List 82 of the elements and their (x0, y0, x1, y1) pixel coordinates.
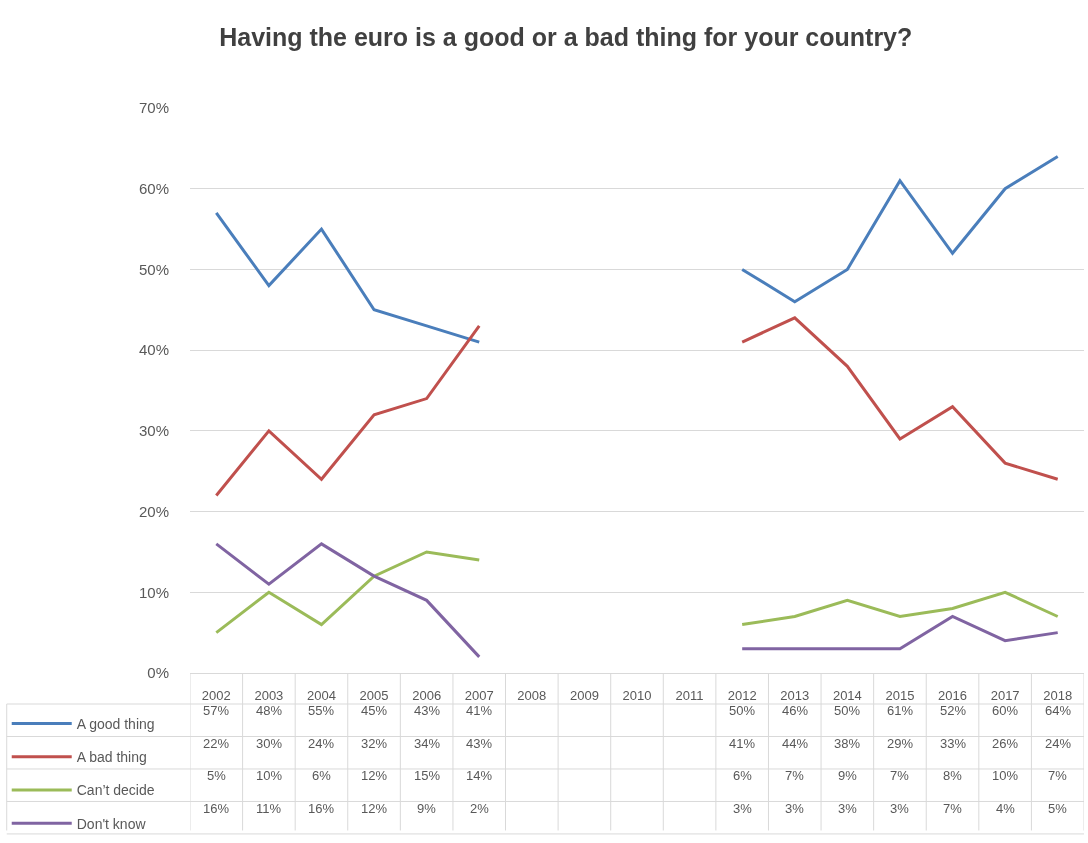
data-label: 7% (785, 768, 805, 783)
data-label: 60% (992, 703, 1019, 718)
x-tick-label: 2018 (1043, 687, 1073, 703)
y-tick-label: 10% (138, 583, 169, 601)
data-label: 45% (361, 703, 388, 718)
data-label: 24% (1045, 736, 1072, 751)
x-tick-label: 2013 (780, 687, 810, 703)
legend-label: Can’t decide (76, 782, 155, 799)
data-label: 24% (308, 736, 335, 751)
data-label: 22% (203, 736, 230, 751)
x-tick-label: 2007 (464, 687, 494, 703)
data-label: 46% (782, 703, 809, 718)
data-label: 38% (834, 736, 861, 751)
data-label: 14% (466, 768, 493, 783)
data-label: 7% (1048, 768, 1068, 783)
data-label: 2% (470, 801, 490, 816)
x-tick-label: 2011 (675, 687, 704, 703)
data-label: 64% (1045, 703, 1072, 718)
data-label: 43% (414, 703, 441, 718)
data-label: 4% (996, 801, 1016, 816)
y-tick-label: 50% (138, 260, 169, 278)
x-tick-label: 2009 (569, 687, 599, 703)
data-label: 48% (256, 703, 283, 718)
x-tick-label: 2010 (622, 687, 652, 703)
data-label: 11% (256, 801, 282, 816)
chart-title: Having the euro is a good or a bad thing for your country? (219, 22, 913, 51)
data-label: 52% (940, 703, 967, 718)
y-tick-label: 20% (138, 502, 169, 520)
data-label: 50% (834, 703, 861, 718)
data-label: 10% (992, 768, 1019, 783)
data-label: 8% (943, 768, 963, 783)
x-tick-label: 2017 (990, 687, 1020, 703)
x-tick-label: 2012 (727, 687, 757, 703)
data-label: 61% (887, 703, 914, 718)
data-label: 9% (417, 801, 437, 816)
x-tick-label: 2015 (885, 687, 915, 703)
data-label: 12% (361, 801, 388, 816)
y-tick-label: 60% (138, 179, 169, 197)
data-label: 3% (890, 801, 910, 816)
data-label: 57% (203, 703, 230, 718)
x-tick-label: 2008 (517, 687, 547, 703)
data-label: 34% (414, 736, 441, 751)
data-label: 30% (256, 736, 283, 751)
data-label: 55% (308, 703, 335, 718)
data-label: 26% (992, 736, 1019, 751)
data-label: 32% (361, 736, 388, 751)
data-label: 41% (466, 703, 493, 718)
data-label: 3% (838, 801, 858, 816)
data-label: 6% (733, 768, 753, 783)
data-label: 7% (890, 768, 910, 783)
legend-label: A bad thing (76, 749, 147, 766)
legend-label: Don't know (76, 815, 147, 832)
y-tick-label: 30% (138, 422, 169, 440)
y-tick-label: 70% (138, 99, 169, 117)
data-label: 15% (414, 768, 441, 783)
data-label: 3% (733, 801, 753, 816)
data-label: 41% (729, 736, 756, 751)
x-tick-label: 2004 (307, 687, 336, 703)
x-tick-label: 2016 (938, 687, 967, 703)
y-tick-label: 40% (138, 341, 169, 359)
data-label: 16% (203, 801, 230, 816)
data-label: 12% (361, 768, 388, 783)
data-label: 5% (1048, 801, 1068, 816)
data-label: 43% (466, 736, 493, 751)
data-label: 9% (838, 768, 858, 783)
y-tick-label: 0% (147, 664, 169, 682)
data-label: 44% (782, 736, 809, 751)
data-label: 6% (312, 768, 332, 783)
legend-label: A good thing (76, 716, 155, 732)
data-label: 29% (887, 736, 914, 751)
x-tick-label: 2014 (832, 687, 862, 703)
x-tick-label: 2002 (201, 687, 231, 703)
data-label: 50% (729, 703, 756, 718)
data-label: 7% (943, 801, 963, 816)
data-label: 3% (785, 801, 805, 816)
x-tick-label: 2005 (359, 687, 389, 703)
x-tick-label: 2003 (254, 687, 284, 703)
data-label: 5% (207, 768, 227, 783)
data-label: 16% (308, 801, 335, 816)
x-tick-label: 2006 (412, 687, 442, 703)
data-label: 10% (256, 768, 283, 783)
data-label: 33% (940, 736, 967, 751)
